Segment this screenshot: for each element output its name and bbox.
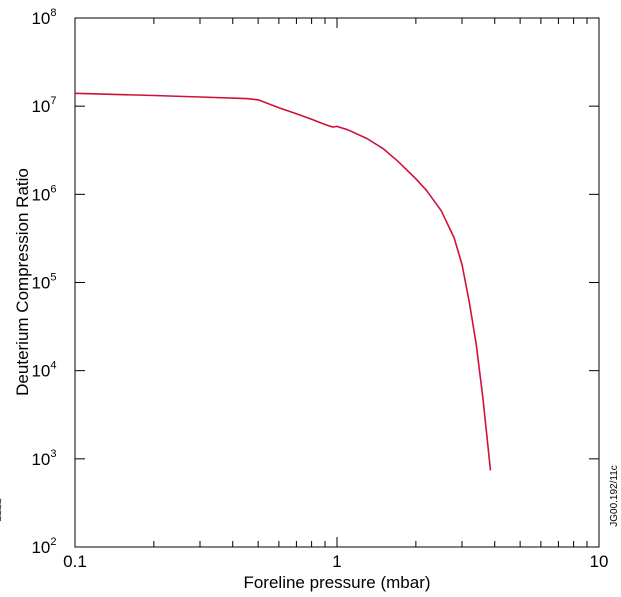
x-tick-label: 0.1	[63, 552, 87, 571]
x-minor-ticks	[74, 18, 600, 547]
y-axis-label: Deuterium Compression Ratio	[13, 168, 32, 396]
y-tick-label: 104	[31, 360, 56, 381]
y-tick-exponent: 3	[50, 448, 56, 460]
side-marks: ~~~~	[0, 498, 7, 522]
y-tick-label: 102	[31, 536, 56, 557]
x-axis-label: Foreline pressure (mbar)	[243, 573, 430, 592]
y-tick-exponent: 5	[50, 272, 56, 284]
y-tick-label: 105	[31, 272, 56, 293]
x-tick-labels: 0.1 1 10	[63, 552, 608, 571]
y-tick-exponent: 6	[50, 183, 56, 195]
reference-code: JG00.192/11c	[609, 465, 620, 527]
y-tick-label: 103	[31, 448, 56, 469]
y-tick-exponent: 8	[50, 7, 56, 19]
y-tick-exponent: 7	[50, 95, 56, 107]
x-tick-label: 10	[590, 552, 609, 571]
series-line	[74, 92, 492, 471]
y-tick-exponent: 2	[50, 536, 56, 548]
y-tick-label: 107	[31, 95, 56, 116]
y-tick-label: 106	[31, 183, 56, 204]
y-tick-labels: 102 103 104 105 106 107 108	[31, 7, 56, 557]
y-tick-label: 108	[31, 7, 56, 28]
x-tick-label: 1	[332, 552, 341, 571]
y-ticks	[75, 17, 599, 548]
plot-frame	[74, 17, 600, 548]
y-tick-exponent: 4	[50, 360, 56, 372]
